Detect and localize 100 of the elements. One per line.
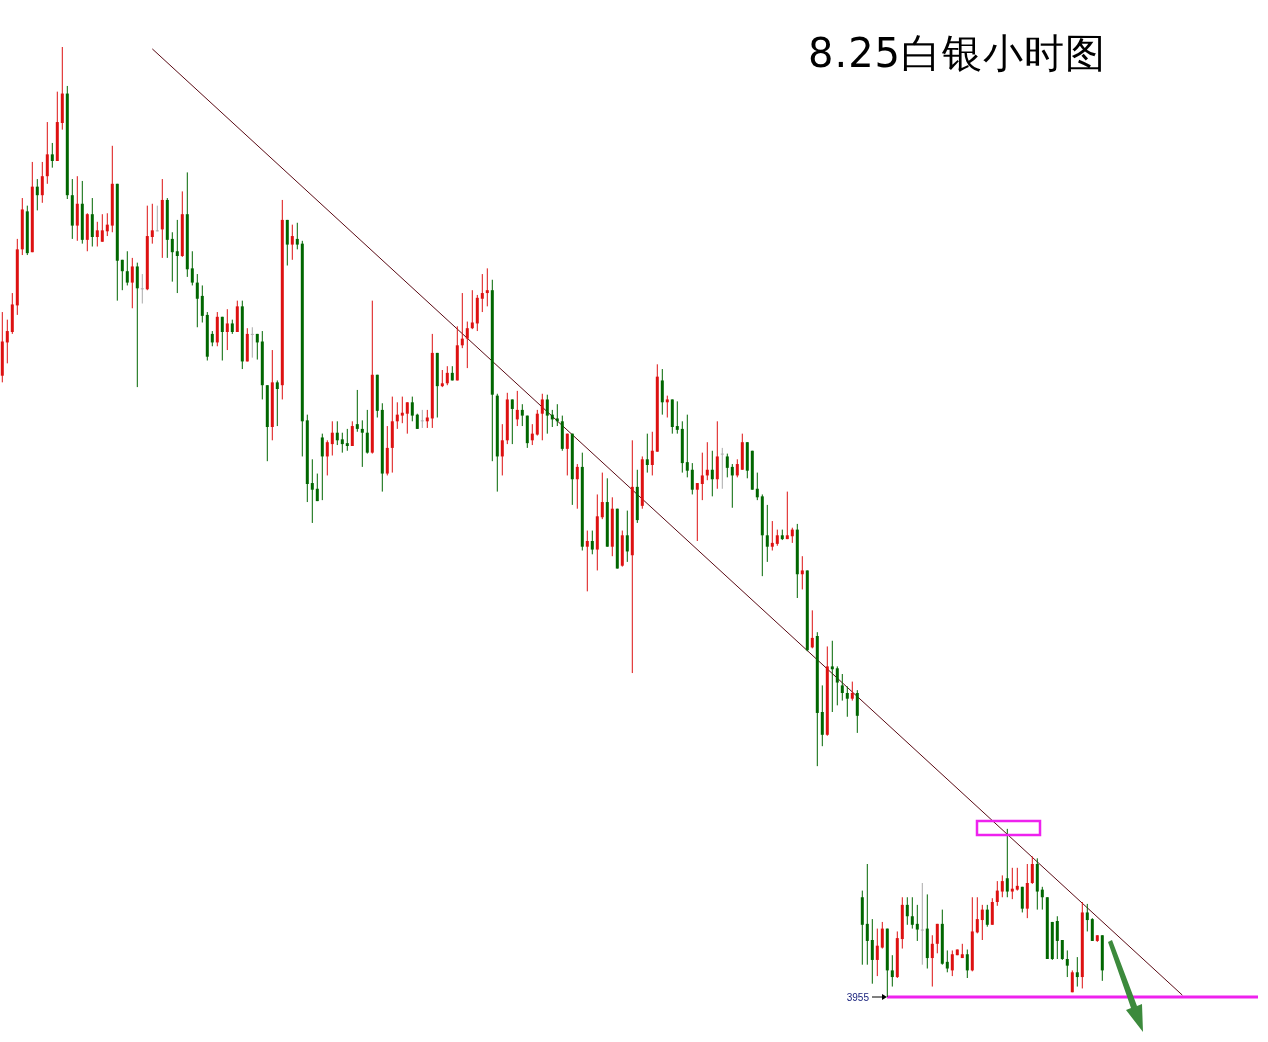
candlestick — [1055, 915, 1059, 960]
candlestick — [220, 316, 224, 361]
candlestick — [555, 403, 559, 427]
candlestick — [675, 400, 679, 435]
candlestick — [345, 428, 349, 452]
candlestick — [720, 447, 724, 490]
candlestick — [325, 439, 329, 476]
candlestick — [625, 510, 629, 563]
candlestick — [330, 420, 334, 456]
candlestick — [650, 431, 654, 476]
candlestick — [360, 419, 364, 468]
candlestick — [995, 880, 999, 907]
candlestick — [395, 401, 399, 430]
candlestick — [410, 396, 414, 422]
candlestick — [830, 640, 834, 713]
chart-title: 8.25白银小时图 — [808, 30, 1107, 76]
annotation: 3955 — [846, 992, 870, 1003]
candlestick — [870, 918, 874, 985]
candlestick — [545, 394, 549, 435]
candlestick — [755, 472, 759, 501]
candlestick — [935, 923, 939, 954]
candlestick — [155, 205, 159, 232]
candlestick — [730, 463, 734, 509]
candlestick — [725, 453, 729, 478]
candlestick — [575, 463, 579, 510]
candlestick — [840, 673, 844, 702]
candlestick — [485, 267, 489, 307]
candlestick — [1090, 917, 1094, 942]
candlestick — [75, 175, 79, 242]
candlestick — [915, 904, 919, 942]
candlestick — [820, 684, 824, 747]
candlestick — [295, 222, 299, 250]
candlestick — [250, 326, 254, 359]
candlestick — [400, 396, 404, 424]
candlestick — [1075, 956, 1079, 988]
candlestick — [255, 333, 259, 361]
candlestick — [845, 685, 849, 718]
candlestick — [225, 308, 229, 351]
candlestick — [905, 896, 909, 926]
candlestick — [365, 409, 369, 455]
candlestick — [120, 259, 124, 291]
candlestick — [100, 213, 104, 243]
candlestick — [1020, 886, 1024, 913]
candlestick — [990, 897, 994, 926]
candlestick — [850, 681, 854, 702]
candlestick — [175, 219, 179, 294]
candlestick — [445, 365, 449, 386]
candlestick — [930, 934, 934, 988]
candlestick — [125, 250, 129, 286]
candlestick — [855, 689, 859, 734]
candlestick — [715, 420, 719, 490]
candlestick — [585, 530, 589, 592]
candlestick — [685, 414, 689, 478]
candlestick — [910, 896, 914, 930]
candlestick — [600, 472, 604, 520]
candlestick — [980, 904, 984, 941]
candlestick — [1060, 939, 1064, 961]
candlestick — [530, 423, 534, 446]
candlestick — [590, 530, 594, 555]
candlestick — [800, 555, 804, 590]
candlestick — [130, 257, 134, 309]
candlestick — [520, 403, 524, 427]
candlestick — [700, 452, 704, 501]
candlestick — [710, 450, 714, 497]
candlestick — [1065, 949, 1069, 978]
candlestick — [835, 665, 839, 706]
candlestick — [1040, 886, 1044, 911]
candlestick — [45, 121, 49, 185]
candlestick — [105, 212, 109, 237]
candlestick — [810, 609, 814, 649]
candlestick — [920, 882, 924, 966]
candlestick — [170, 231, 174, 283]
candlestick — [1030, 855, 1034, 885]
candlestick — [565, 433, 569, 476]
candlestick — [150, 203, 154, 245]
candlestick — [480, 273, 484, 313]
candlestick — [950, 949, 954, 977]
candlestick — [200, 284, 204, 323]
candlestick — [195, 273, 199, 328]
candlestick — [975, 896, 979, 934]
candlestick — [460, 292, 464, 349]
candlestick — [965, 949, 969, 979]
candlestick — [1000, 874, 1004, 898]
candlestick — [190, 250, 194, 286]
candlestick — [95, 221, 99, 247]
candlestick — [50, 142, 54, 169]
candlestick — [660, 368, 664, 416]
candlestick — [315, 473, 319, 502]
candlestick — [510, 398, 514, 445]
candlestick — [880, 921, 884, 950]
candlestick — [340, 432, 344, 454]
candlestick — [500, 423, 504, 476]
candlestick — [695, 482, 699, 542]
candlestick — [90, 197, 94, 247]
candlestick — [1015, 867, 1019, 892]
candlestick — [515, 390, 519, 427]
candlestick — [135, 262, 139, 388]
candlestick — [275, 379, 279, 427]
candlestick — [5, 319, 9, 364]
candlestick — [1085, 903, 1089, 932]
